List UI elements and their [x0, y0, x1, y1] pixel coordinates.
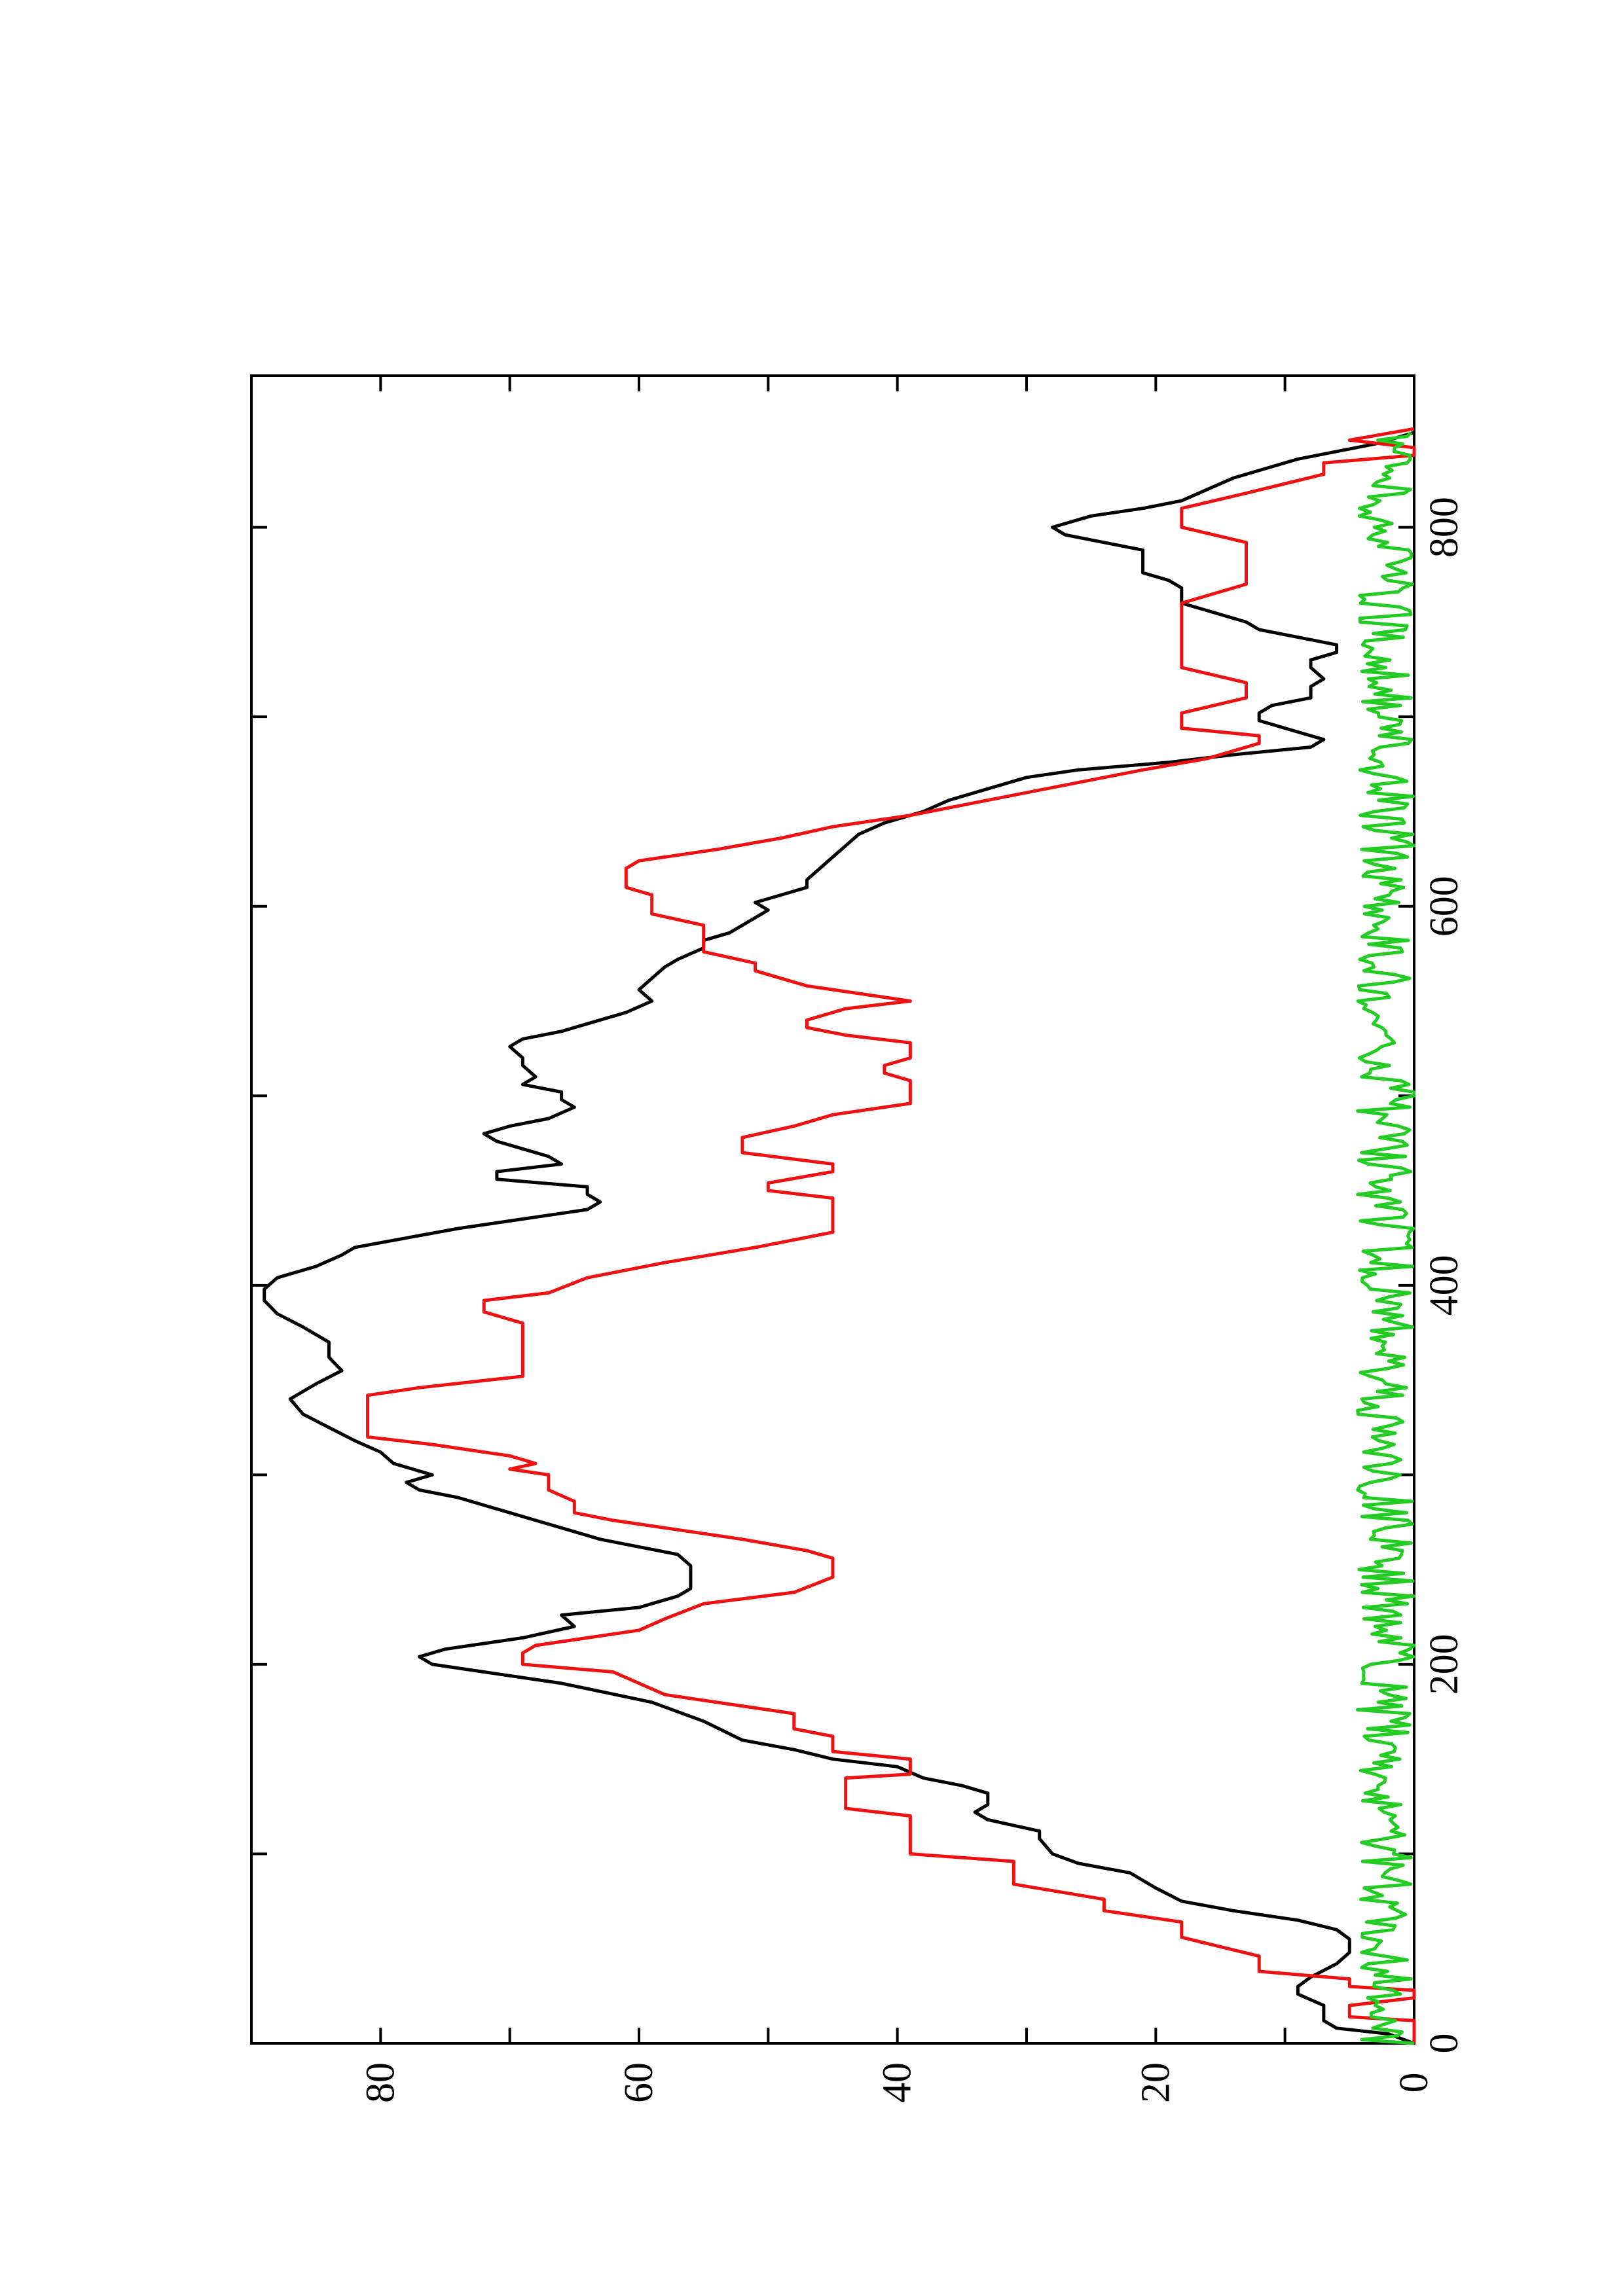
x-tick-label: 400 — [1422, 1255, 1467, 1316]
y-tick-label: 20 — [1133, 2062, 1178, 2103]
x-tick-label: 600 — [1422, 876, 1467, 937]
y-tick-label: 40 — [875, 2062, 920, 2103]
plot-frame — [250, 374, 1415, 2045]
series-line-3 — [1356, 431, 1416, 2045]
ticks-layer — [251, 376, 1415, 2045]
y-tick-label: 80 — [358, 2062, 403, 2103]
y-tick-label: 0 — [1392, 2073, 1436, 2093]
series-line-2 — [366, 427, 1416, 2043]
chart-root: 0 200 400 600 800 0 20 40 60 80 — [250, 374, 1467, 2103]
series-layer — [263, 427, 1416, 2045]
tick-labels-layer: 0 200 400 600 800 0 20 40 60 80 — [358, 497, 1467, 2103]
x-tick-label: 200 — [1422, 1634, 1467, 1695]
y-tick-label: 60 — [617, 2062, 661, 2103]
series-line-1 — [263, 431, 1415, 2045]
x-tick-label: 800 — [1422, 497, 1467, 558]
x-tick-label: 0 — [1422, 2034, 1467, 2054]
